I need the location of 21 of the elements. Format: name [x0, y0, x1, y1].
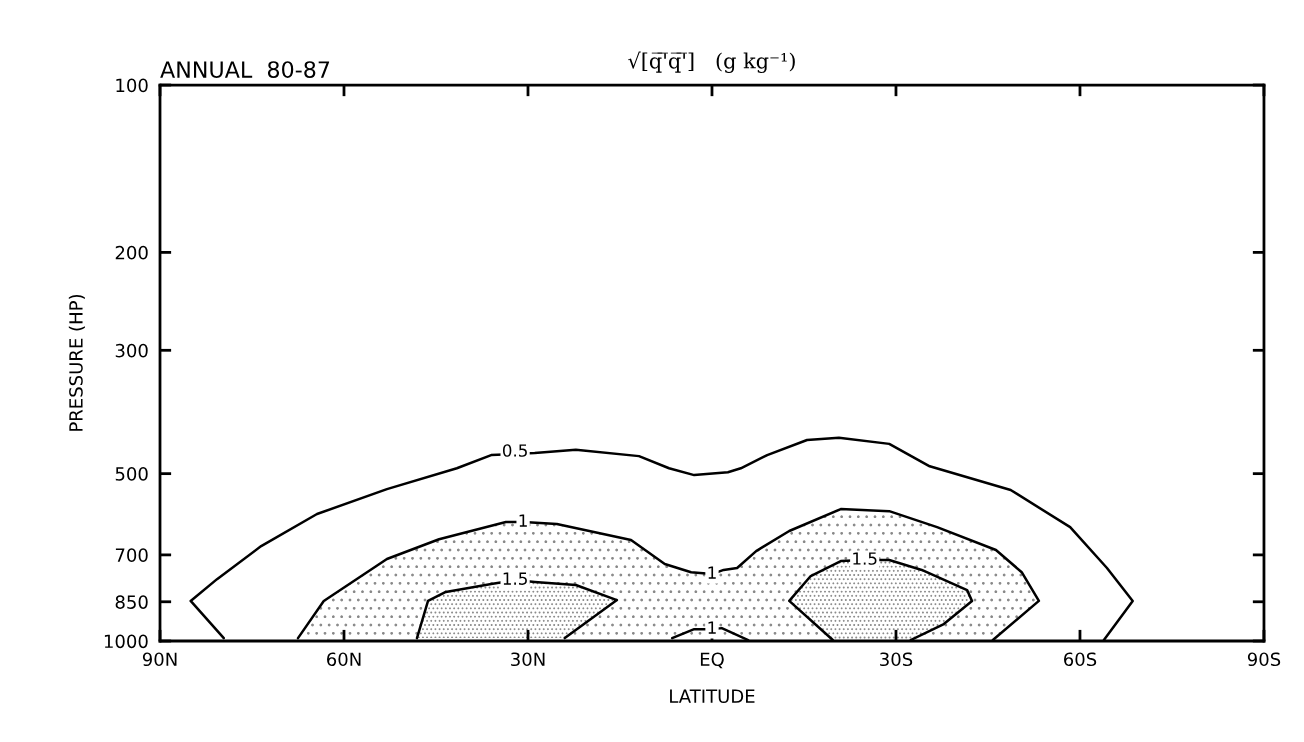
y-tick-label: 1000 [104, 634, 148, 649]
x-tick-label: 90N [142, 652, 177, 667]
y-tick-label: 300 [115, 343, 148, 358]
x-tick-label: EQ [700, 652, 724, 669]
y-tick-label: 200 [115, 245, 148, 260]
y-axis-title: PRESSURE (HP) [68, 294, 85, 431]
y-tick-label: 850 [115, 595, 148, 609]
y-tick-label: 100 [116, 78, 148, 93]
x-tick-label: 30N [511, 652, 545, 667]
x-tick-label: 90S [1247, 652, 1281, 667]
y-tick-label: 500 [115, 467, 148, 481]
x-axis-title: LATITUDE [670, 689, 755, 704]
x-tick-label: 60S [1064, 652, 1097, 667]
y-tick-label: 700 [115, 548, 148, 563]
annotation: 1 [708, 566, 716, 579]
chart-subtitle: ANNUAL 80-87 [160, 61, 330, 78]
chart-title: √[q̅'̅q̅'̅] (g kg⁻¹) [628, 51, 795, 73]
annotation: 1 [519, 514, 527, 527]
x-tick-label: 30S [880, 652, 913, 667]
x-tick-label: 60N [327, 652, 361, 667]
annotation: 0.5 [502, 444, 527, 457]
